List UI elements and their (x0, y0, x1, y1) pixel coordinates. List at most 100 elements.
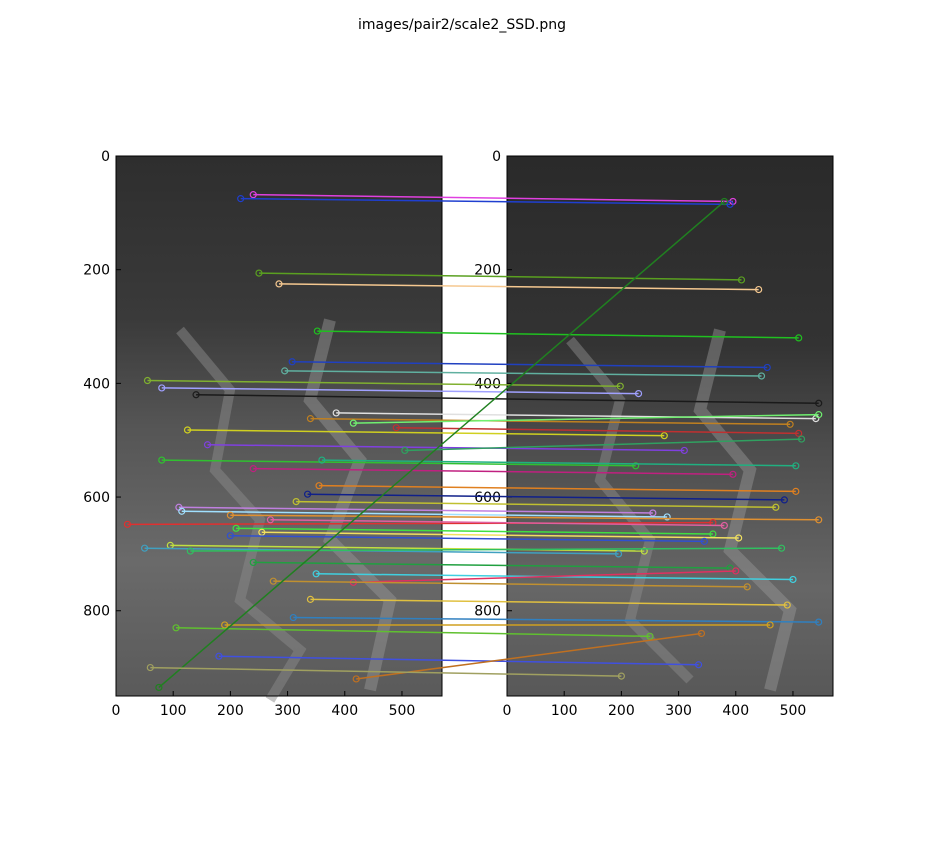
keypoint-right (663, 513, 671, 521)
keypoint-left (258, 528, 266, 536)
keypoint-left (266, 516, 275, 524)
keypoint-right (732, 567, 740, 575)
keypoint-right (792, 487, 800, 495)
keypoint-right (737, 276, 746, 284)
match-line (353, 570, 736, 584)
keypoint-right (815, 516, 823, 524)
match-line (310, 417, 791, 426)
match-line (307, 493, 785, 501)
match-line (319, 484, 796, 493)
keypoint-right (763, 363, 771, 372)
match-line (207, 444, 685, 452)
keypoint-right (786, 420, 794, 428)
match-line (178, 506, 653, 514)
match-line (310, 598, 788, 606)
left-y-tick-label: 0 (101, 149, 110, 165)
match-line (230, 534, 705, 543)
keypoint-left (158, 384, 166, 392)
match-line (181, 510, 668, 518)
right-x-axis: 0 100 200 300 400 500 (503, 691, 807, 719)
left-y-tick-label: 800 (83, 604, 110, 620)
keypoint-right (634, 390, 643, 398)
match-line (293, 616, 819, 623)
match-line (336, 412, 816, 420)
right-x-tick-label: 200 (608, 703, 635, 719)
match-line (187, 429, 665, 437)
keypoint-right (649, 509, 657, 517)
right-image-ridge (566, 336, 694, 684)
match-line (273, 580, 748, 588)
keypoint-left (289, 613, 297, 622)
keypoint-right (795, 429, 803, 437)
match-line (176, 627, 650, 638)
keypoint-left (186, 547, 194, 555)
keypoint-right (772, 503, 780, 511)
left-y-tick-label: 400 (83, 376, 110, 392)
left-panel: 0 100 200 300 400 500 0 200 400 600 800 (83, 149, 443, 719)
match-line (150, 666, 622, 677)
keypoint-left (281, 367, 289, 375)
match-line (190, 547, 782, 552)
keypoint-right (792, 462, 800, 470)
keypoint-left (146, 663, 154, 672)
keypoint-left (158, 456, 166, 464)
match-line (296, 500, 776, 509)
keypoint-left (315, 482, 323, 490)
keypoint-right (640, 547, 648, 555)
match-line (396, 426, 799, 435)
keypoint-left (269, 577, 277, 585)
match-line (404, 438, 802, 452)
right-x-tick-label: 500 (780, 703, 807, 719)
match-line (236, 527, 713, 535)
match-line (292, 361, 768, 369)
keypoint-right (766, 621, 774, 629)
keypoint-right (795, 334, 803, 342)
left-image-ridge (303, 318, 397, 692)
right-x-tick-label: 400 (722, 703, 749, 719)
keypoint-right (780, 496, 788, 504)
keypoint-left (172, 624, 180, 632)
match-line (240, 197, 731, 206)
keypoint-left (183, 426, 192, 434)
right-y-tick-label: 0 (492, 149, 501, 165)
keypoint-left (306, 595, 315, 603)
keypoint-left (303, 490, 312, 498)
keypoint-left (123, 520, 132, 528)
keypoint-right (729, 470, 737, 478)
keypoint-left (143, 376, 152, 385)
keypoint-right (726, 200, 734, 208)
keypoint-left (288, 358, 296, 366)
keypoint-left (232, 524, 240, 532)
match-line (196, 393, 819, 405)
keypoint-left (392, 424, 400, 432)
keypoint-right (616, 382, 624, 390)
match-line (284, 370, 762, 377)
keypoint-right (735, 534, 743, 542)
keypoint-left (249, 191, 257, 199)
keypoint-left (215, 652, 223, 660)
keypoint-right (777, 544, 786, 552)
match-line (161, 459, 636, 467)
keypoint-left (249, 465, 257, 473)
keypoint-left (237, 195, 245, 203)
left-image-ridge (176, 326, 307, 703)
keypoint-left (249, 558, 257, 567)
match-line (353, 413, 819, 424)
right-image (507, 156, 833, 696)
left-x-tick-label: 500 (389, 703, 416, 719)
match-line (218, 655, 699, 666)
left-y-axis: 0 200 400 600 800 (83, 149, 121, 620)
right-x-tick-label: 0 (503, 703, 512, 719)
keypoint-right (720, 521, 728, 530)
keypoint-left (318, 456, 326, 464)
keypoint-left (192, 391, 200, 399)
left-x-tick-label: 200 (217, 703, 244, 719)
keypoint-left (178, 507, 186, 515)
keypoint-right (614, 550, 623, 558)
left-x-tick-label: 0 (112, 703, 121, 719)
match-line (356, 632, 702, 680)
right-panel: 0 100 200 300 400 500 0 200 400 600 800 (474, 149, 834, 719)
keypoint-right (783, 601, 791, 609)
keypoint-right (680, 446, 688, 455)
